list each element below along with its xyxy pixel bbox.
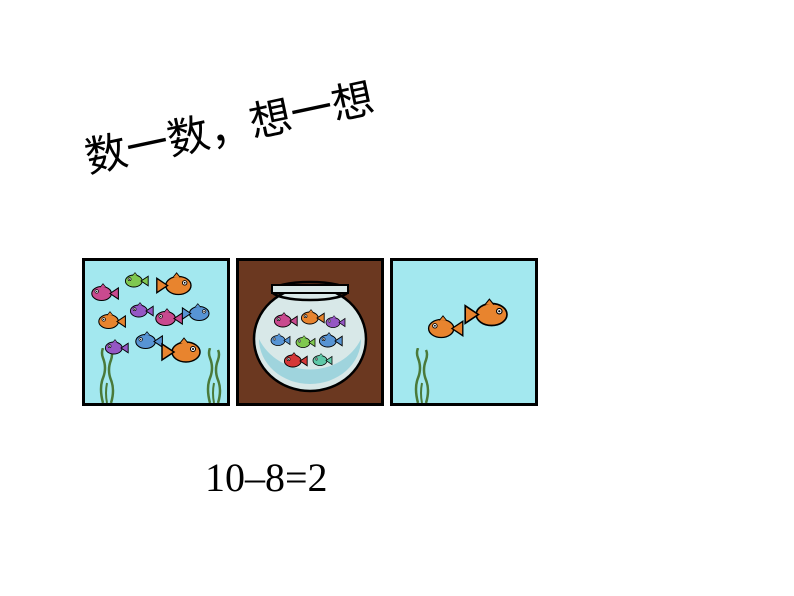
fish-icon — [181, 303, 212, 324]
fish-icon — [89, 283, 120, 304]
fish-icon — [269, 333, 291, 348]
fish-icon — [155, 272, 195, 299]
fish-tank-before — [82, 258, 230, 406]
fish-icon — [299, 309, 325, 327]
fish-icon — [282, 352, 308, 370]
seaweed-icon — [200, 348, 230, 403]
equation-text: 10–8=2 — [205, 454, 328, 501]
fish-icon — [128, 302, 154, 320]
panels-container — [82, 258, 538, 406]
fish-icon — [294, 335, 316, 350]
fish-icon — [324, 315, 346, 330]
page-title: 数一数，想一想 — [79, 65, 379, 186]
fish-icon — [96, 311, 127, 332]
seaweed-icon — [408, 348, 438, 403]
fish-icon — [123, 272, 149, 290]
fish-icon — [463, 298, 511, 331]
fish-tank-after — [390, 258, 538, 406]
fishbowl-removed — [236, 258, 384, 406]
fish-icon — [153, 308, 184, 329]
fish-icon — [103, 339, 129, 357]
fishbowl-icon — [239, 261, 381, 403]
fish-icon — [317, 332, 343, 350]
fish-icon — [425, 315, 465, 342]
fish-icon — [272, 312, 298, 330]
fish-icon — [160, 337, 204, 367]
fish-icon — [311, 353, 333, 368]
